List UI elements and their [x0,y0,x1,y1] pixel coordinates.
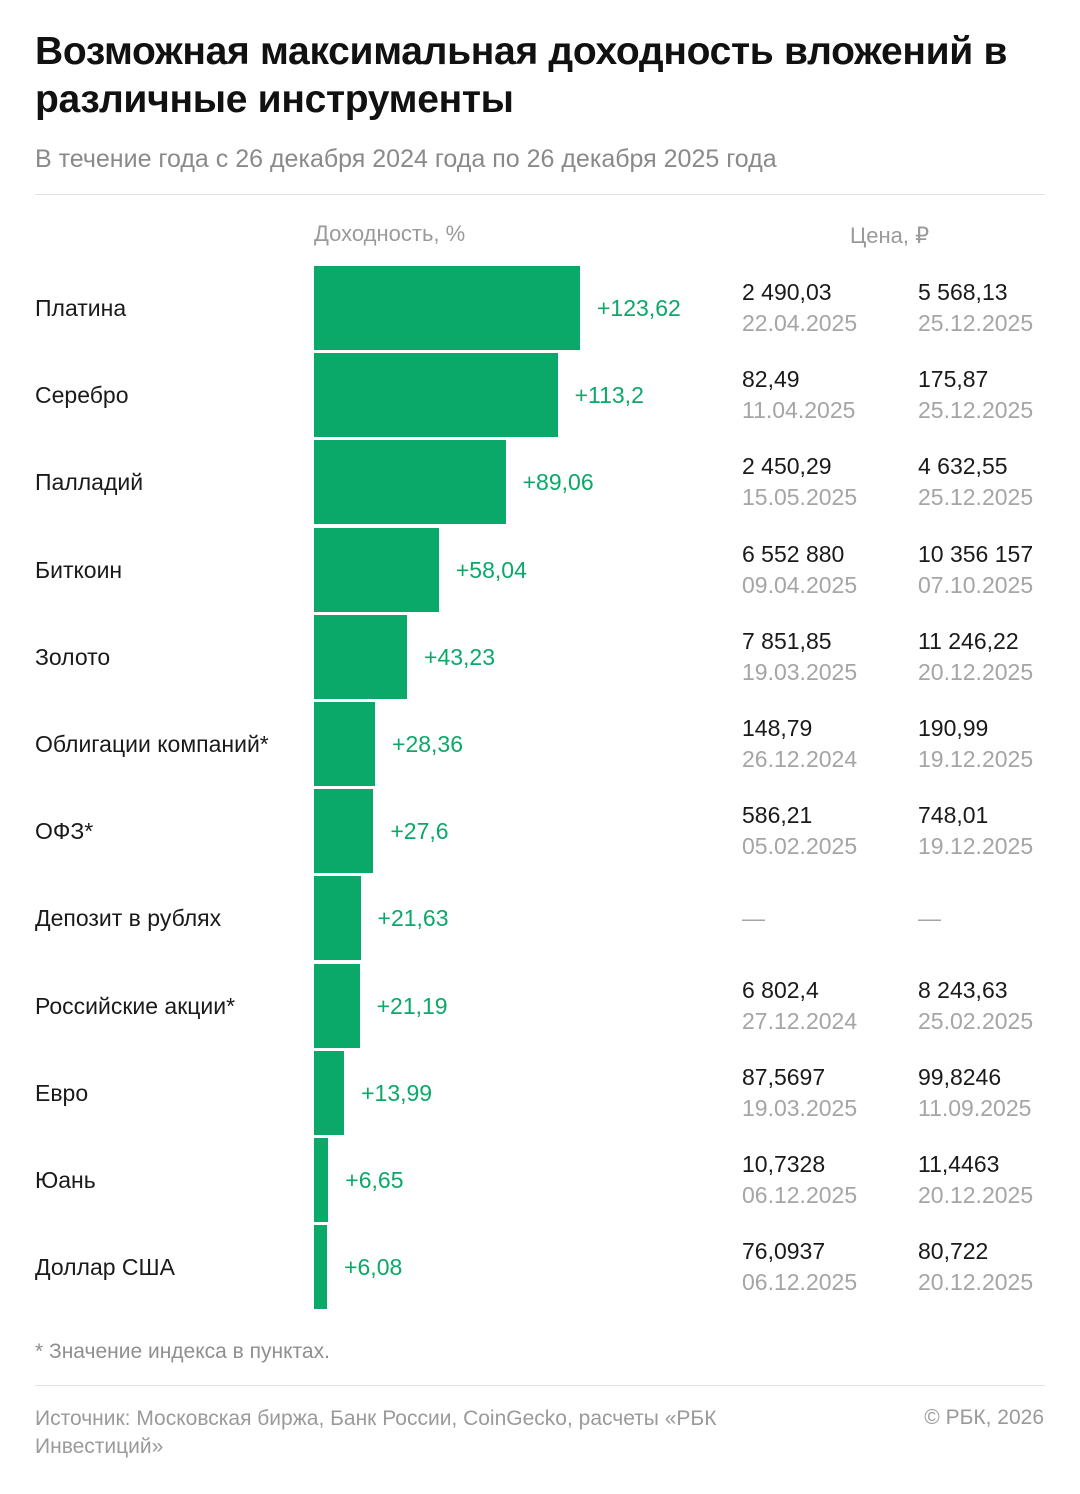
bar-value-label: +28,36 [392,731,464,757]
max-price-date: 25.12.2025 [918,310,1034,336]
min-price-date: 11.04.2025 [742,397,856,424]
bar-value-label: +21,19 [376,992,448,1019]
min-price: 10,7328 [742,1151,826,1177]
bar [314,353,558,438]
bar [314,614,408,699]
bar-value-label: +13,99 [361,1079,433,1106]
max-price: 11 246,22 [918,627,1019,654]
min-price-date: 19.03.2025 [742,658,858,685]
max-price: 175,87 [918,366,989,393]
min-price: 6 802,4 [742,976,819,1003]
max-price: 99,8246 [918,1063,1002,1090]
bar-value-label: +113,2 [574,382,644,409]
min-price-date: 06.12.2025 [742,1269,858,1296]
min-price-date: 06.12.2025 [742,1182,858,1208]
bar-value-label: +27,6 [390,818,449,845]
category-label: Серебро [35,382,129,409]
bar [314,440,506,525]
max-price: 748,01 [918,802,989,829]
price-column-header: Цена, ₽ [850,223,930,248]
min-price: 6 552 880 [742,540,845,567]
min-price: 76,0937 [742,1238,826,1265]
bar [314,1225,328,1310]
copyright: © РБК, 2026 [924,1406,1044,1429]
category-label: Российские акции* [35,992,236,1019]
bottom-divider [35,1385,1045,1386]
min-price-date: 15.05.2025 [742,484,858,511]
max-price: 4 632,55 [918,453,1008,480]
max-price-date: 25.02.2025 [918,1007,1034,1034]
max-price: 5 568,13 [918,279,1008,305]
min-price: 148,79 [742,715,813,741]
min-price: 7 851,85 [742,627,832,654]
category-label: Платина [35,295,127,321]
max-price: 8 243,63 [918,976,1008,1003]
bar [314,789,374,874]
max-price-date: 19.12.2025 [918,746,1034,772]
category-label: Биткоин [35,556,123,583]
bar [314,876,361,961]
chart-title: Возможная максимальная доходность вложен… [35,30,1008,121]
min-price-date: 05.02.2025 [742,833,858,860]
max-price-date: 11.09.2025 [918,1094,1032,1121]
bar-value-label: +21,63 [377,905,449,932]
footnote: * Значение индекса в пунктах. [35,1340,330,1363]
max-price-date: 20.12.2025 [918,658,1034,685]
max-price-date: 20.12.2025 [918,1269,1034,1296]
min-price: 87,5697 [742,1063,826,1090]
bar [314,702,376,786]
max-price: 10 356 157 [918,540,1034,567]
source-note: Источник: Московская биржа, Банк России,… [35,1407,717,1458]
min-price: — [742,905,765,932]
category-label: Золото [35,643,111,670]
min-price: 82,49 [742,366,800,393]
min-price: 586,21 [742,802,813,829]
max-price: 80,722 [918,1238,989,1265]
min-price: 2 490,03 [742,279,832,305]
category-label: ОФЗ* [35,818,94,845]
bar-value-label: +6,65 [345,1167,404,1193]
min-price-date: 19.03.2025 [742,1094,858,1121]
bar [314,266,580,350]
category-label: Евро [35,1079,89,1106]
category-label: Юань [35,1167,96,1193]
max-price-date: 07.10.2025 [918,571,1034,598]
max-price-date: 25.12.2025 [918,397,1034,424]
bar-value-label: +58,04 [455,556,527,583]
min-price-date: 27.12.2024 [742,1007,858,1034]
min-price: 2 450,29 [742,453,832,480]
chart-subtitle: В течение года с 26 декабря 2024 года по… [35,145,777,173]
max-price-date: 19.12.2025 [918,833,1034,860]
max-price: 190,99 [918,715,989,741]
bar [314,963,360,1048]
min-price-date: 26.12.2024 [742,746,858,772]
bar-value-label: +43,23 [424,643,496,670]
bar [314,1050,345,1135]
category-label: Доллар США [35,1254,175,1281]
bar [314,527,439,612]
max-price: 11,4463 [918,1151,1000,1177]
category-label: Облигации компаний* [35,731,269,757]
bar-value-label: +6,08 [344,1254,403,1281]
yield-column-header: Доходность, % [314,221,466,246]
max-price-date: 20.12.2025 [918,1182,1034,1208]
category-label: Палладий [35,469,144,496]
category-label: Депозит в рублях [35,905,222,932]
top-divider [35,194,1045,195]
max-price-date: 25.12.2025 [918,484,1034,511]
bar-value-label: +123,62 [597,295,681,321]
bar-value-label: +89,06 [522,469,594,496]
max-price: — [918,905,941,932]
bar [314,1138,329,1222]
min-price-date: 22.04.2025 [742,310,858,336]
min-price-date: 09.04.2025 [742,571,858,598]
